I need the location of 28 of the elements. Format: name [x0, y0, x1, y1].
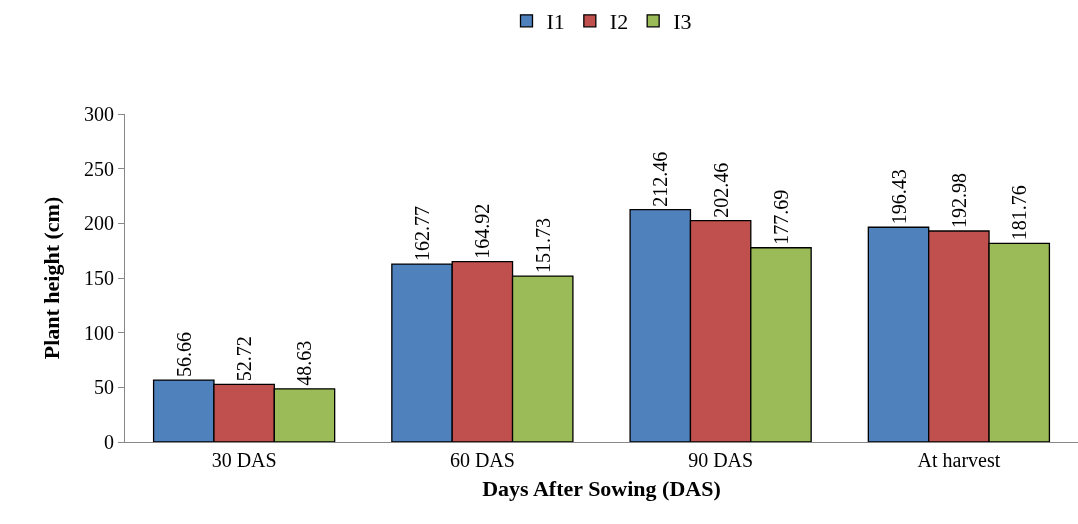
y-tick-label: 0 [104, 431, 114, 453]
x-tick-label: 30 DAS [211, 449, 277, 471]
data-label: 56.66 [172, 332, 195, 378]
data-label: 162.77 [411, 206, 434, 262]
y-tick-label: 150 [84, 267, 114, 289]
legend-label: I2 [609, 9, 629, 35]
data-label: 196.43 [887, 169, 910, 225]
legend-label: I3 [673, 9, 692, 35]
data-label: 52.72 [233, 336, 256, 382]
data-label: 192.98 [947, 173, 970, 229]
data-label: 212.46 [649, 151, 672, 207]
legend-label: I1 [546, 9, 565, 35]
data-label: 177.69 [769, 189, 792, 245]
data-label: 181.76 [1008, 185, 1031, 241]
data-label: 164.92 [471, 203, 494, 259]
data-label: 202.46 [709, 162, 732, 218]
y-tick-label: 250 [84, 157, 114, 180]
y-tick-label: 300 [84, 103, 114, 125]
x-axis-title: Days After Sowing (DAS) [482, 475, 721, 501]
y-tick-label: 200 [84, 212, 114, 235]
y-tick-label: 50 [94, 376, 114, 399]
x-tick-label: At harvest [917, 449, 1001, 471]
y-tick-label: 100 [84, 321, 114, 344]
y-axis-title: Plant height (cm) [38, 196, 64, 360]
data-label: 48.63 [293, 340, 316, 386]
x-tick-label: 60 DAS [449, 449, 515, 471]
x-tick-label: 90 DAS [688, 449, 754, 471]
data-label: 151.73 [531, 218, 554, 274]
